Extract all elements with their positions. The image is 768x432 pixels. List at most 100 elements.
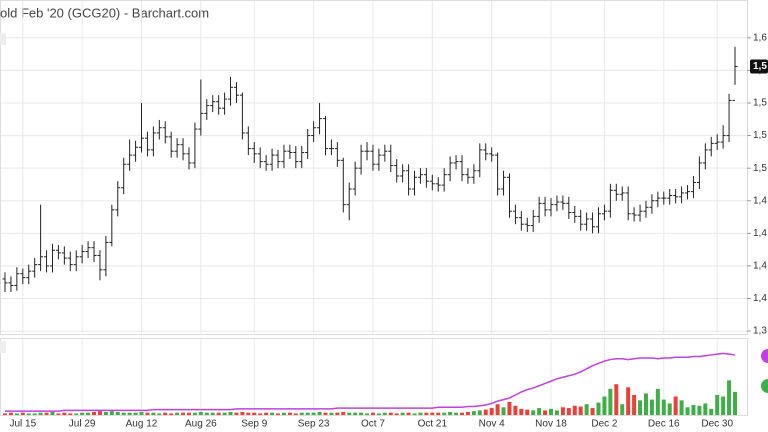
volume-bar <box>3 413 7 415</box>
volume-bar <box>133 412 138 415</box>
x-tick-label: Nov 4 <box>479 419 506 430</box>
x-tick-label: Dec 16 <box>648 419 680 430</box>
volume-bar <box>74 413 79 415</box>
volume-bar <box>626 387 631 415</box>
x-tick-label: Aug 12 <box>126 419 158 430</box>
volume-bar <box>186 412 191 415</box>
volume-bar <box>376 413 381 415</box>
volume-bar <box>44 412 49 415</box>
x-tick-label: Oct 7 <box>361 419 385 430</box>
volume-bar <box>537 408 542 415</box>
x-tick-label: Sep 9 <box>241 419 268 430</box>
volume-bar <box>145 412 150 415</box>
volume-bar <box>370 412 375 415</box>
volume-bar <box>252 412 257 415</box>
volume-bar <box>638 400 643 415</box>
volume-bar <box>418 412 423 415</box>
volume-bar <box>151 412 156 415</box>
volume-bar <box>519 408 524 415</box>
volume-bar <box>673 396 678 415</box>
volume-bar <box>430 412 435 415</box>
x-tick-label: Dec 30 <box>701 419 733 430</box>
volume-bar <box>471 411 476 415</box>
volume-bar <box>691 404 696 415</box>
volume-bar <box>163 412 168 415</box>
volume-bar <box>531 410 536 415</box>
volume-bar <box>436 412 441 415</box>
volume-bar <box>359 412 364 415</box>
volume-bar <box>353 412 358 415</box>
price-panel <box>0 0 748 335</box>
oi-axis-badge <box>761 349 768 363</box>
volume-bar <box>560 407 565 415</box>
volume-bar <box>525 409 530 415</box>
volume-bar <box>733 391 737 415</box>
volume-bar <box>655 388 660 415</box>
volume-bar <box>299 412 304 415</box>
volume-bar <box>549 408 554 415</box>
volume-bar <box>62 412 67 415</box>
volume-bar <box>38 412 43 415</box>
volume-bar <box>341 411 346 415</box>
volume-bar <box>329 412 334 415</box>
volume-bar <box>56 413 61 415</box>
volume-bar <box>483 409 488 415</box>
open-interest-line <box>5 352 736 412</box>
volume-bar <box>175 412 180 415</box>
volume-bar <box>92 411 97 415</box>
volume-bar <box>32 413 37 415</box>
volume-bar <box>270 412 275 415</box>
volume-bar <box>489 408 494 415</box>
last-price-tag <box>750 59 768 74</box>
volume-axis-badge <box>761 379 768 393</box>
x-tick-label: Dec 2 <box>591 419 618 430</box>
volume-bar <box>394 413 399 415</box>
volume-bar <box>127 412 132 415</box>
y-tick-label: 1,6 <box>753 32 767 43</box>
chart-title: old Feb '20 (GCG20) - Barchart.com <box>0 5 209 20</box>
volume-bar <box>97 411 102 415</box>
volume-bar <box>507 401 512 415</box>
volume-bar <box>697 405 702 415</box>
volume-bar <box>477 410 482 415</box>
y-tick-label: 1,4 <box>753 228 767 239</box>
volume-panel <box>0 338 748 416</box>
x-tick-label: Nov 18 <box>535 419 567 430</box>
volume-bar <box>727 380 732 415</box>
x-tick-label: Oct 21 <box>418 419 448 430</box>
volume-bar <box>68 413 73 415</box>
volume-bar <box>198 411 203 415</box>
x-tick-label: Jul 29 <box>69 419 96 430</box>
volume-bar <box>608 388 613 415</box>
volume-bar <box>721 396 726 415</box>
volume-bar <box>614 384 619 415</box>
volume-bar <box>661 399 666 415</box>
volume-bar <box>554 410 559 415</box>
y-tick-label: 1,5 <box>753 98 767 109</box>
volume-bar <box>388 412 393 415</box>
volume-bar <box>679 400 684 415</box>
volume-bar <box>305 412 310 415</box>
x-tick-label: Sep 23 <box>298 419 330 430</box>
y-tick-label: 1,4 <box>753 261 767 272</box>
panel-icon <box>0 341 6 353</box>
panel-icon <box>0 33 6 45</box>
volume-bar <box>448 411 453 415</box>
volume-bar <box>459 412 464 415</box>
volume-bar <box>222 412 227 415</box>
volume-bar <box>234 412 239 415</box>
volume-bar <box>649 399 654 415</box>
volume-bar <box>400 412 405 415</box>
volume-bar <box>121 412 126 415</box>
volume-bar <box>50 411 55 415</box>
volume-bar <box>26 413 31 415</box>
volume-bar <box>412 413 417 415</box>
volume-bar <box>14 413 19 415</box>
volume-bar <box>667 403 672 415</box>
volume-bar <box>596 402 601 415</box>
volume-bar <box>246 412 251 415</box>
volume-bar <box>20 412 25 415</box>
volume-bar <box>584 404 589 415</box>
volume-bar <box>323 412 328 415</box>
